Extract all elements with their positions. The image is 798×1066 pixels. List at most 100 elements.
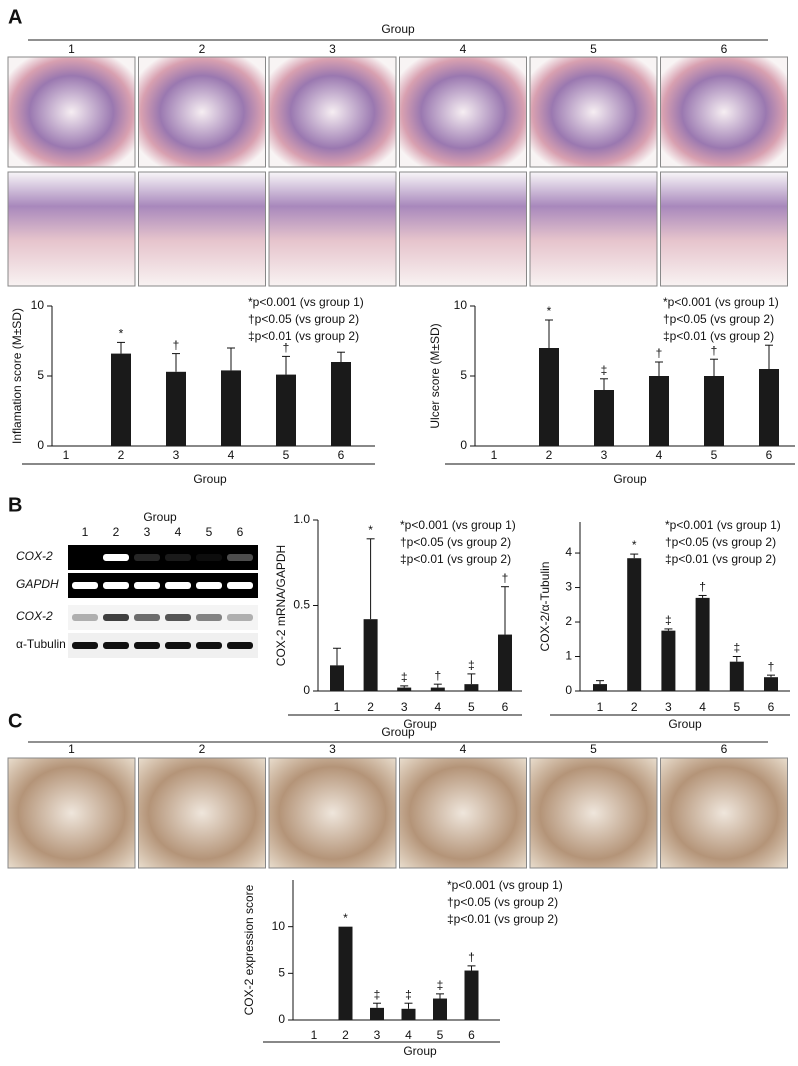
bar — [695, 597, 710, 691]
bar — [539, 348, 559, 446]
micrograph — [7, 171, 136, 287]
x-axis-label: Group — [193, 472, 227, 486]
y-tick-label: 4 — [565, 545, 572, 559]
lane-number: 6 — [237, 525, 244, 539]
x-tick-label: 6 — [338, 448, 345, 462]
bar — [764, 677, 778, 691]
x-tick-label: 2 — [367, 700, 374, 714]
y-tick-label: 0 — [565, 683, 572, 697]
group-number: 1 — [68, 742, 75, 756]
bar — [430, 687, 445, 691]
x-tick-label: 2 — [546, 448, 553, 462]
bar — [166, 371, 186, 446]
y-axis-label: COX-2 mRNA/GAPDH — [274, 545, 288, 666]
micrograph — [138, 171, 266, 287]
x-tick-label: 1 — [491, 448, 498, 462]
group-number: 4 — [460, 42, 467, 56]
panel-label: C — [8, 710, 22, 732]
annotation: ‡p<0.01 (vs group 2) — [447, 912, 558, 926]
x-tick-label: 1 — [311, 1028, 318, 1042]
micrograph — [529, 56, 658, 168]
micrograph — [7, 56, 136, 168]
x-tick-label: 2 — [342, 1028, 349, 1042]
blot-band — [165, 582, 191, 589]
annotation: ‡p<0.01 (vs group 2) — [248, 329, 359, 343]
blot-row — [68, 573, 258, 598]
significance-marker: † — [699, 580, 706, 594]
annotation: *p<0.001 (vs group 1) — [447, 878, 563, 892]
lane-number: 5 — [206, 525, 213, 539]
significance-marker: ‡ — [468, 658, 475, 672]
blot-band — [196, 554, 222, 561]
x-tick-label: 6 — [468, 1028, 475, 1042]
x-axis-label: Group — [668, 717, 702, 731]
blot-row-label: COX-2 — [16, 609, 53, 623]
bar — [704, 376, 724, 446]
x-axis-label: Group — [613, 472, 647, 486]
bar — [649, 376, 669, 446]
annotation: †p<0.05 (vs group 2) — [663, 312, 774, 326]
significance-marker: * — [368, 523, 373, 537]
bar — [593, 684, 607, 691]
lane-number: 4 — [175, 525, 182, 539]
group-number: 5 — [590, 42, 597, 56]
y-tick-label: 1 — [565, 649, 572, 663]
significance-marker: * — [547, 304, 552, 318]
significance-marker: ‡ — [601, 363, 608, 377]
blot-band — [103, 614, 129, 621]
bar — [397, 687, 412, 691]
y-tick-label: 0.5 — [293, 598, 310, 612]
bar — [759, 369, 779, 446]
group-number: 3 — [329, 742, 336, 756]
x-tick-label: 3 — [601, 448, 608, 462]
y-tick-label: 0 — [303, 683, 310, 697]
significance-marker: * — [119, 327, 124, 341]
x-tick-label: 4 — [434, 700, 441, 714]
bar — [363, 619, 378, 691]
significance-marker: † — [173, 338, 180, 352]
x-tick-label: 6 — [766, 448, 773, 462]
micrograph — [138, 757, 266, 869]
blot-band — [103, 554, 129, 561]
panel-label: A — [8, 6, 22, 28]
y-axis-label: COX-2 expression score — [242, 884, 256, 1015]
blot-row-label: COX-2 — [16, 549, 53, 563]
bar — [433, 998, 447, 1020]
annotation: *p<0.001 (vs group 1) — [663, 295, 779, 309]
panel-label: B — [8, 494, 22, 516]
blot-band — [72, 614, 98, 621]
x-tick-label: 5 — [468, 700, 475, 714]
significance-marker: † — [768, 659, 775, 673]
x-tick-label: 6 — [768, 700, 775, 714]
x-tick-label: 5 — [437, 1028, 444, 1042]
bar — [594, 390, 614, 446]
x-tick-label: 3 — [173, 448, 180, 462]
bar — [221, 370, 241, 446]
bar — [111, 353, 131, 446]
bar — [464, 684, 479, 691]
y-tick-label: 3 — [565, 580, 572, 594]
annotation: *p<0.001 (vs group 1) — [248, 295, 364, 309]
blot-band — [134, 582, 160, 589]
x-tick-label: 1 — [334, 700, 341, 714]
group-title: Group — [381, 725, 415, 739]
blot-row — [68, 633, 258, 658]
y-tick-label: 1.0 — [293, 512, 310, 526]
micrograph — [268, 171, 397, 287]
group-number: 5 — [590, 742, 597, 756]
x-tick-label: 4 — [699, 700, 706, 714]
significance-marker: * — [632, 538, 637, 552]
micrograph — [399, 56, 527, 168]
y-tick-label: 0 — [37, 438, 44, 452]
blot-band — [165, 614, 191, 621]
y-axis-label: COX-2/α-Tubulin — [538, 562, 552, 652]
x-tick-label: 5 — [711, 448, 718, 462]
significance-marker: ‡ — [405, 987, 412, 1001]
blot-row-label: α-Tubulin — [16, 637, 66, 651]
blot-row — [68, 605, 258, 630]
group-number: 1 — [68, 42, 75, 56]
micrograph — [7, 757, 136, 869]
y-tick-label: 0 — [460, 438, 467, 452]
micrograph — [268, 757, 397, 869]
blot-band — [196, 642, 222, 649]
